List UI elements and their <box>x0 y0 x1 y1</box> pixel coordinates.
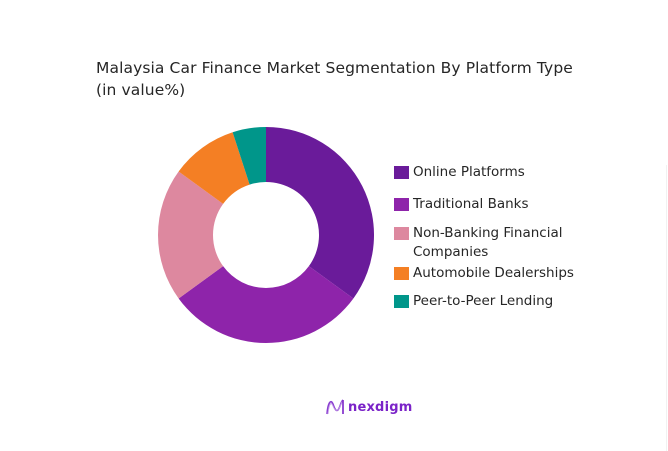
legend-label: Online Platforms <box>413 164 525 180</box>
legend-label: Traditional Banks <box>413 196 529 212</box>
legend-item-peer-to-peer-lending: Peer-to-Peer Lending <box>394 292 553 311</box>
frame-edge <box>666 165 667 451</box>
legend-label: Automobile Dealerships <box>413 265 574 281</box>
legend-swatch <box>394 267 409 280</box>
legend-item-automobile-dealerships: Automobile Dealerships <box>394 264 574 283</box>
nexdigm-logo: nexdigm <box>325 398 412 416</box>
chart-title: Malaysia Car Finance Market Segmentation… <box>96 57 573 101</box>
donut-slice-non-banking-financial-companies <box>158 171 224 299</box>
donut-slice-peer-to-peer-lending <box>232 127 266 185</box>
chart-title-line1: Malaysia Car Finance Market Segmentation… <box>96 59 573 77</box>
nexdigm-wave-icon <box>326 399 344 415</box>
legend-swatch <box>394 227 409 240</box>
legend-swatch <box>394 166 409 179</box>
legend-item-online-platforms: Online Platforms <box>394 163 525 182</box>
donut-slice-automobile-dealerships <box>178 132 250 204</box>
donut-slice-online-platforms <box>266 127 374 299</box>
donut-slice-traditional-banks <box>178 266 354 343</box>
logo-text: nexdigm <box>348 399 413 415</box>
chart-title-line2: (in value%) <box>96 81 186 99</box>
legend-label: Peer-to-Peer Lending <box>413 293 554 309</box>
legend-item-traditional-banks: Traditional Banks <box>394 195 529 214</box>
legend-swatch <box>394 295 409 308</box>
donut-chart <box>158 127 374 343</box>
legend-swatch <box>394 198 409 211</box>
legend-label: Non-Banking Financial Companies <box>413 225 563 260</box>
legend-item-nbfc: Non-Banking Financial Companies <box>394 224 603 262</box>
